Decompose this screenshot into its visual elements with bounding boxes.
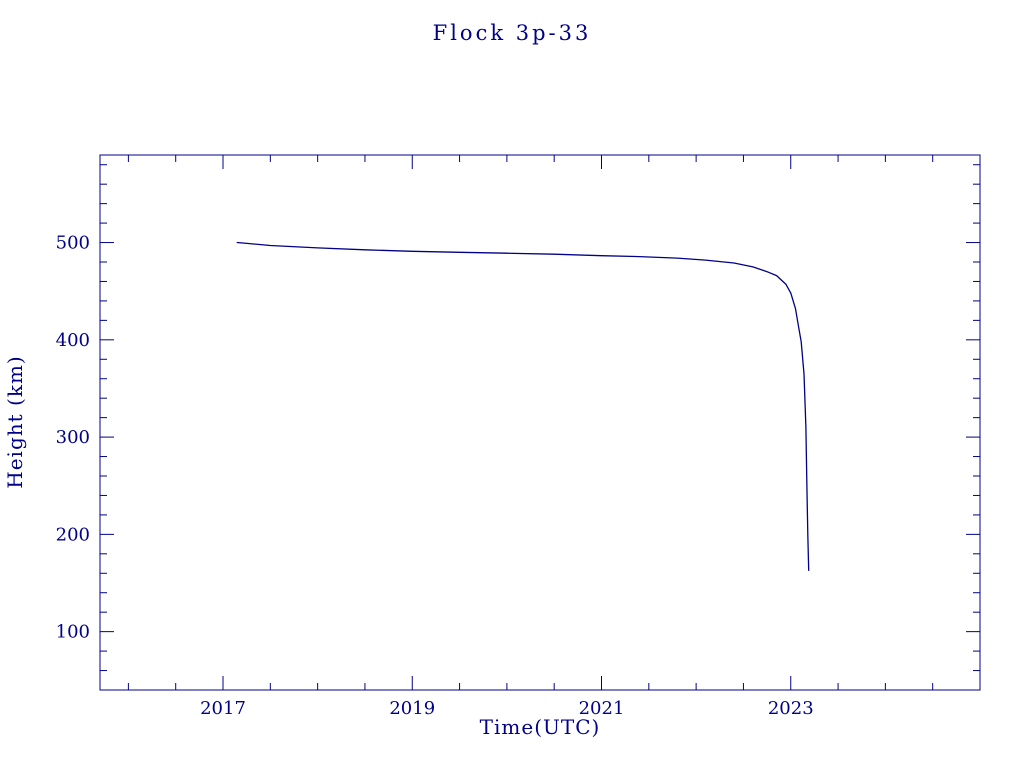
- x-tick-label: 2017: [200, 698, 246, 719]
- plot-border: [99, 154, 981, 691]
- y-tick-label: 200: [56, 524, 90, 545]
- data-series: [236, 241, 810, 572]
- y-axis-label: Height (km): [3, 355, 27, 488]
- chart-title: Flock 3p-33: [433, 21, 592, 45]
- y-tick-labels: 100 200 300 400 500: [56, 233, 90, 643]
- x-tick-label: 2021: [579, 698, 625, 719]
- y-tick-label: 300: [56, 427, 90, 448]
- y-tick-label: 500: [56, 233, 90, 254]
- y-tick-label: 400: [56, 330, 90, 351]
- x-tick-label: 2019: [389, 698, 435, 719]
- x-tick-labels: 2017 2019 2021 2023: [200, 698, 814, 719]
- y-tick-label: 100: [56, 622, 90, 643]
- axis-ticks: [100, 155, 981, 691]
- x-axis-label: Time(UTC): [480, 715, 601, 739]
- x-tick-label: 2023: [768, 698, 814, 719]
- height-decay-line: [236, 241, 810, 572]
- plot-frame: [99, 154, 981, 691]
